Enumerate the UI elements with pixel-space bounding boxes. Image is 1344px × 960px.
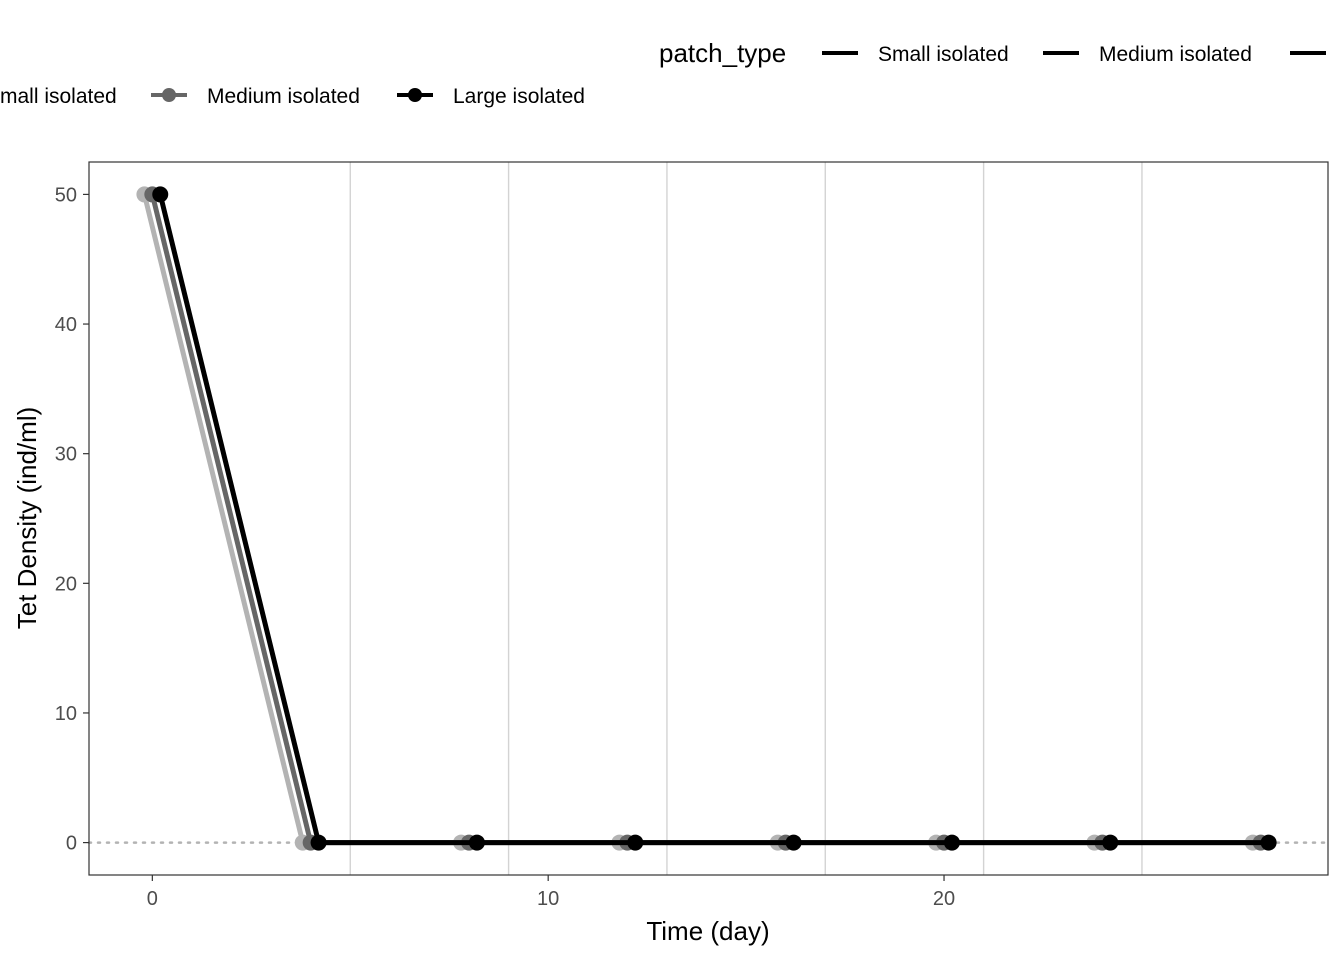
data-point xyxy=(1102,834,1119,851)
data-point xyxy=(310,834,327,851)
legend-label-small-isolated-row1: Small isolated xyxy=(878,43,1009,66)
legend-label-small-isolated-row2: mall isolated xyxy=(0,85,117,108)
x-tick-label: 10 xyxy=(537,888,559,910)
data-point xyxy=(1260,834,1277,851)
series-line xyxy=(141,193,1253,846)
data-point xyxy=(627,834,644,851)
y-axis-title: Tet Density (ind/ml) xyxy=(12,407,42,630)
data-point xyxy=(785,834,802,851)
series-line xyxy=(157,193,1269,846)
series-large-isolated xyxy=(152,186,1277,851)
axes: 0 10 20 0 10 20 30 40 50 xyxy=(55,184,955,910)
legend-key-medium-isolated-point xyxy=(162,88,176,102)
y-tick-label: 20 xyxy=(55,573,77,595)
series-line xyxy=(149,193,1261,846)
legend-title: patch_type xyxy=(659,38,786,68)
y-tick-label: 50 xyxy=(55,184,77,206)
reference-lines xyxy=(87,162,1330,875)
y-tick-label: 40 xyxy=(55,314,77,336)
plot-panel-border xyxy=(88,161,1329,876)
series-small-isolated xyxy=(136,186,1261,851)
legend-key-large-isolated-point xyxy=(408,88,422,102)
data-point xyxy=(943,834,960,851)
x-tick-label: 20 xyxy=(933,888,955,910)
y-tick-label: 10 xyxy=(55,703,77,725)
legend: patch_type Small isolated Medium isolate… xyxy=(0,38,1326,108)
y-tick-label: 30 xyxy=(55,444,77,466)
legend-label-medium-isolated-row2: Medium isolated xyxy=(207,85,360,108)
legend-label-medium-isolated-row1: Medium isolated xyxy=(1099,43,1252,66)
data-series xyxy=(136,186,1277,851)
series-medium-isolated xyxy=(144,186,1269,851)
x-axis-title: Time (day) xyxy=(646,916,769,946)
legend-label-large-isolated-row2: Large isolated xyxy=(453,85,585,108)
data-point xyxy=(468,834,485,851)
x-tick-label: 0 xyxy=(147,888,158,910)
y-tick-label: 0 xyxy=(66,833,77,855)
data-point xyxy=(152,186,169,203)
